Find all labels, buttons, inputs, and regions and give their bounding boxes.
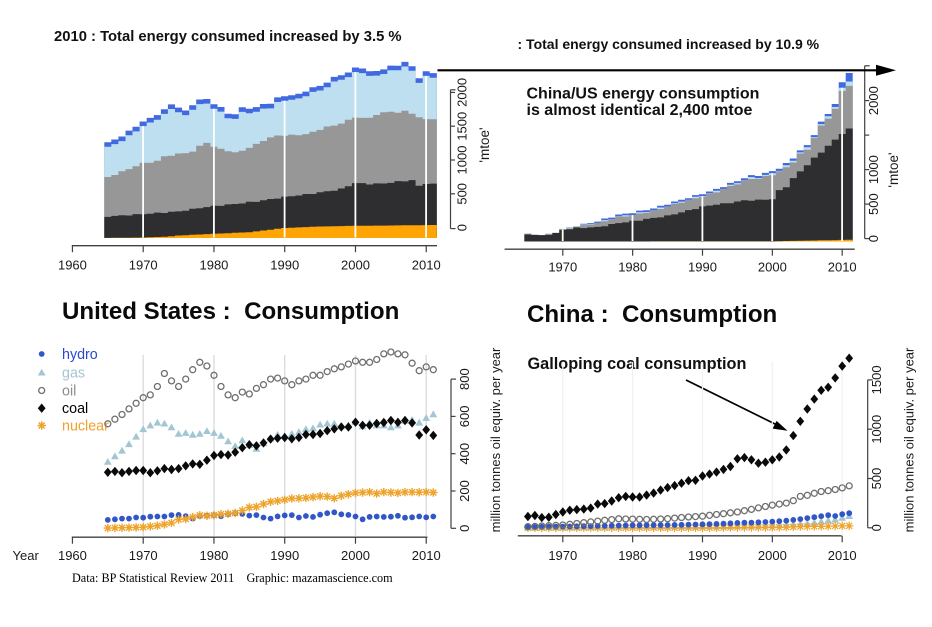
svg-text:2010: 2010 (412, 548, 441, 563)
svg-text:0: 0 (869, 524, 884, 531)
svg-text:is almost identical 2,400 mtoe: is almost identical 2,400 mtoe (527, 102, 753, 119)
svg-text:800: 800 (457, 368, 472, 390)
svg-text:1960: 1960 (58, 548, 87, 563)
svg-text:1000: 1000 (866, 155, 881, 184)
svg-text:2010: 2010 (412, 258, 441, 273)
svg-text:0: 0 (866, 235, 881, 242)
svg-text:1990: 1990 (688, 260, 717, 275)
svg-text:2000: 2000 (341, 258, 370, 273)
svg-text:200: 200 (457, 480, 472, 502)
svg-text:1960: 1960 (58, 258, 87, 273)
svg-text:1980: 1980 (199, 548, 228, 563)
svg-text:1500: 1500 (869, 365, 884, 394)
svg-text:1970: 1970 (548, 548, 577, 563)
svg-text:400: 400 (457, 443, 472, 465)
svg-text:1990: 1990 (688, 548, 717, 563)
svg-text:'mtoe': 'mtoe' (477, 127, 492, 162)
svg-text:1980: 1980 (618, 548, 647, 563)
svg-text:Year: Year (13, 548, 40, 563)
svg-text:2000: 2000 (455, 78, 470, 107)
svg-text:1980: 1980 (199, 258, 228, 273)
svg-text:'mtoe': 'mtoe' (886, 152, 901, 187)
svg-text:oil: oil (62, 383, 76, 399)
svg-text:2010: 2010 (828, 260, 857, 275)
svg-text:China/US energy consumption: China/US energy consumption (527, 86, 760, 103)
svg-text:500: 500 (869, 468, 884, 490)
svg-text:Data: BP Statistical Review 20: Data: BP Statistical Review 2011 Graphic… (72, 571, 393, 585)
svg-text:1000: 1000 (869, 415, 884, 444)
svg-text:million tonnes oil equiv. per: million tonnes oil equiv. per year (488, 347, 503, 532)
svg-text:2010: 2010 (828, 548, 857, 563)
svg-text:1990: 1990 (270, 258, 299, 273)
svg-text:2000: 2000 (341, 548, 370, 563)
svg-text:1500: 1500 (455, 112, 470, 141)
svg-text:China : Consumption: China : Consumption (527, 301, 777, 328)
svg-text:1990: 1990 (270, 548, 299, 563)
svg-text:1970: 1970 (129, 258, 158, 273)
svg-text:2010 : Total energy consumed i: 2010 : Total energy consumed increased b… (54, 29, 402, 45)
svg-text:0: 0 (457, 525, 472, 532)
svg-text:500: 500 (455, 183, 470, 205)
svg-text:600: 600 (457, 406, 472, 428)
svg-text:United States : Consumption: United States : Consumption (62, 298, 399, 325)
svg-text:1970: 1970 (548, 260, 577, 275)
svg-text:1980: 1980 (618, 260, 647, 275)
svg-text:0: 0 (455, 224, 470, 231)
svg-text:2000: 2000 (758, 548, 787, 563)
svg-text:gas: gas (62, 366, 85, 382)
svg-text:coal: coal (62, 401, 88, 417)
svg-text:million tonnes oil equiv. per: million tonnes oil equiv. per year (902, 347, 917, 532)
svg-text:500: 500 (866, 193, 881, 215)
svg-text:2000: 2000 (866, 86, 881, 115)
svg-text:Galloping coal consumption: Galloping coal consumption (528, 355, 747, 373)
svg-text:nuclear: nuclear (62, 418, 109, 434)
svg-text:2000: 2000 (758, 260, 787, 275)
svg-text:1000: 1000 (455, 146, 470, 175)
svg-text:hydro: hydro (62, 347, 98, 363)
svg-text:: Total energy consumed increa: : Total energy consumed increased by 10.… (518, 36, 820, 52)
svg-text:1970: 1970 (129, 548, 158, 563)
